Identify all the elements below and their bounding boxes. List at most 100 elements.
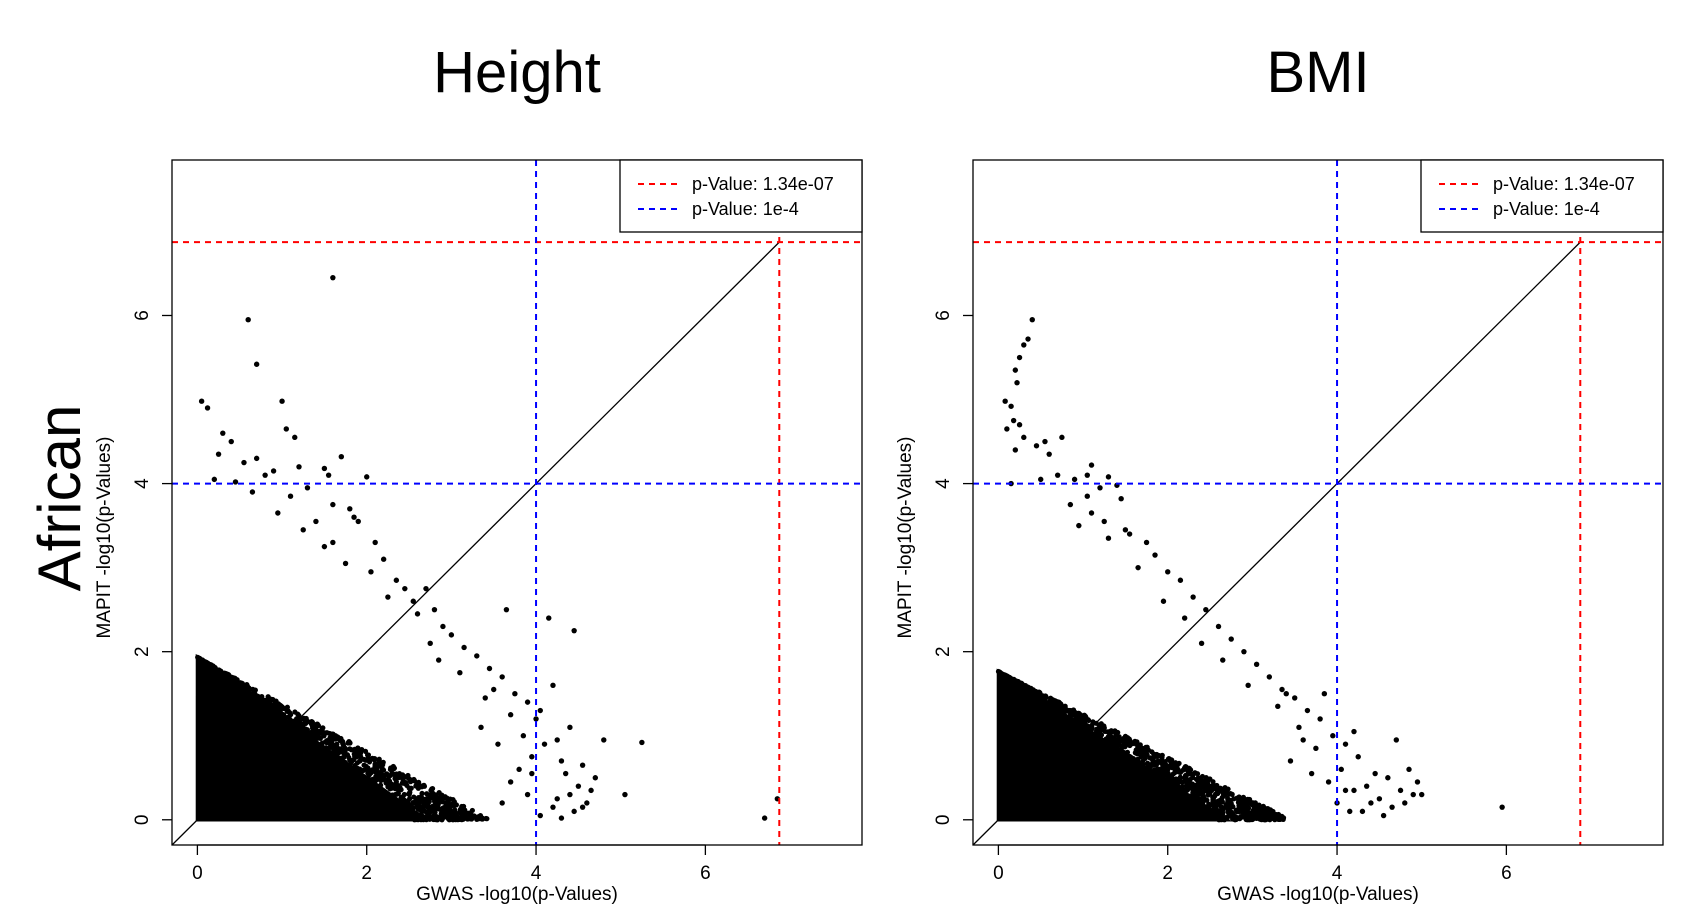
scatter-point [342, 765, 348, 772]
scatter-point [1182, 764, 1188, 770]
scatter-point [1080, 722, 1087, 729]
scatter-point [252, 687, 258, 693]
scatter-point [1203, 787, 1210, 794]
scatter-point [1080, 726, 1086, 732]
scatter-point [1177, 577, 1184, 583]
scatter-point [305, 718, 311, 725]
y-tick-label: 4 [132, 478, 153, 489]
chart-title: BMI [1266, 40, 1369, 105]
scatter-point [1051, 704, 1057, 710]
scatter-point [330, 501, 336, 508]
scatter-point [386, 774, 392, 780]
scatter-point [292, 434, 298, 441]
scatter-point [1035, 695, 1041, 701]
scatter-point [579, 804, 586, 810]
scatter-point [469, 807, 475, 814]
scatter-point [1372, 770, 1378, 777]
scatter-point [398, 806, 404, 812]
scatter-point [452, 809, 458, 815]
scatter-point [1059, 434, 1065, 441]
scatter-point [406, 785, 412, 791]
scatter-point [1001, 672, 1007, 678]
scatter-point [507, 712, 514, 718]
identity-line [171, 241, 780, 846]
scatter-point [1317, 716, 1323, 722]
scatter-point [1245, 814, 1251, 820]
scatter-point [1014, 679, 1021, 685]
scatter-point [378, 777, 384, 784]
scatter-point [1147, 755, 1153, 761]
scatter-point [423, 585, 429, 592]
scatter-point [255, 698, 261, 704]
scatter-point [1177, 769, 1184, 776]
scatter-point [1245, 805, 1252, 811]
y-tick-label: 6 [933, 310, 954, 321]
scatter-point [588, 787, 594, 794]
scatter-point [219, 670, 225, 676]
scatter-point [376, 758, 382, 764]
scatter-point [226, 672, 232, 678]
scatter-point [622, 791, 628, 798]
scatter-point [1179, 783, 1186, 789]
scatter-point [1164, 783, 1171, 789]
scatter-point [351, 514, 357, 520]
scatter-point [554, 737, 560, 743]
scatter-point [326, 739, 332, 745]
legend-label: p-Value: 1.34e-07 [692, 174, 834, 194]
scatter-point [1385, 775, 1391, 781]
scatter-point [1190, 594, 1196, 600]
scatter-point [270, 696, 276, 703]
scatter-point [1225, 801, 1231, 807]
scatter-point [1033, 443, 1040, 449]
scatter-point [1145, 765, 1151, 772]
scatter-point [460, 815, 466, 821]
scatter-point [1406, 766, 1412, 773]
scatter-point [1414, 779, 1421, 785]
scatter-point [1071, 476, 1078, 483]
scatter-point [1095, 736, 1101, 742]
scatter-point [997, 669, 1003, 675]
scatter-point [198, 398, 205, 404]
scatter-point [279, 398, 285, 404]
scatter-point [374, 763, 380, 769]
scatter-point [1118, 748, 1124, 754]
scatter-point [338, 453, 345, 460]
scatter-point [1088, 730, 1094, 736]
scatter-point [1419, 791, 1425, 798]
scatter-point [1397, 787, 1404, 794]
scatter-point [444, 795, 450, 801]
scatter-point [264, 704, 270, 710]
scatter-point [461, 644, 467, 651]
scatter-point [255, 693, 261, 700]
scatter-point [1256, 811, 1263, 817]
scatter-point [399, 794, 405, 800]
scatter-point [1196, 799, 1202, 806]
scatter-point [1154, 751, 1160, 758]
scatter-point [1245, 682, 1251, 689]
scatter-point [491, 686, 497, 693]
x-tick-label: 2 [1162, 863, 1173, 884]
scatter-point [424, 803, 430, 810]
scatter-point [1152, 552, 1158, 558]
scatter-point [1193, 782, 1199, 788]
scatter-point [411, 817, 418, 823]
scatter-point [340, 740, 346, 747]
scatter-point [1351, 728, 1357, 735]
scatter-point [1067, 501, 1074, 508]
scatter-point [410, 598, 416, 604]
scatter-point [244, 683, 250, 689]
scatter-point [571, 808, 577, 815]
scatter-point [558, 758, 565, 764]
scatter-point [1144, 752, 1150, 758]
legend: p-Value: 1.34e-07 p-Value: 1e-4 [1420, 159, 1664, 233]
scatter-point [334, 736, 340, 742]
scatter-panel-bmi: BMI p-Value: 1.34e-07 p-Value: 1e-4 0 2 4 6 GWA… [895, 40, 1664, 905]
scatter-point [541, 741, 548, 747]
scatter-point [253, 361, 260, 367]
scatter-point [431, 606, 438, 613]
scatter-point [380, 556, 387, 562]
scatter-point [1177, 775, 1183, 781]
scatter-point [1283, 691, 1289, 697]
scatter-point [1058, 701, 1064, 707]
scatter-point [1160, 765, 1166, 771]
